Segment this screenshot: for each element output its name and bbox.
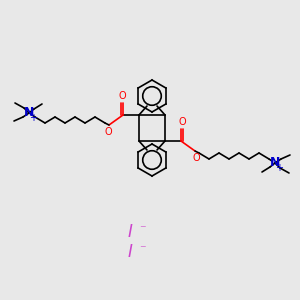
Text: +: + [275, 163, 283, 173]
Text: I: I [128, 243, 132, 261]
Text: O: O [104, 127, 112, 137]
Text: I: I [128, 223, 132, 241]
Text: ⁻: ⁻ [139, 244, 145, 256]
Text: O: O [178, 117, 186, 127]
Text: N: N [270, 157, 280, 169]
Text: N: N [24, 106, 34, 119]
Text: O: O [192, 153, 200, 163]
Text: O: O [118, 91, 126, 101]
Text: ⁻: ⁻ [139, 224, 145, 236]
Text: +: + [29, 113, 37, 123]
